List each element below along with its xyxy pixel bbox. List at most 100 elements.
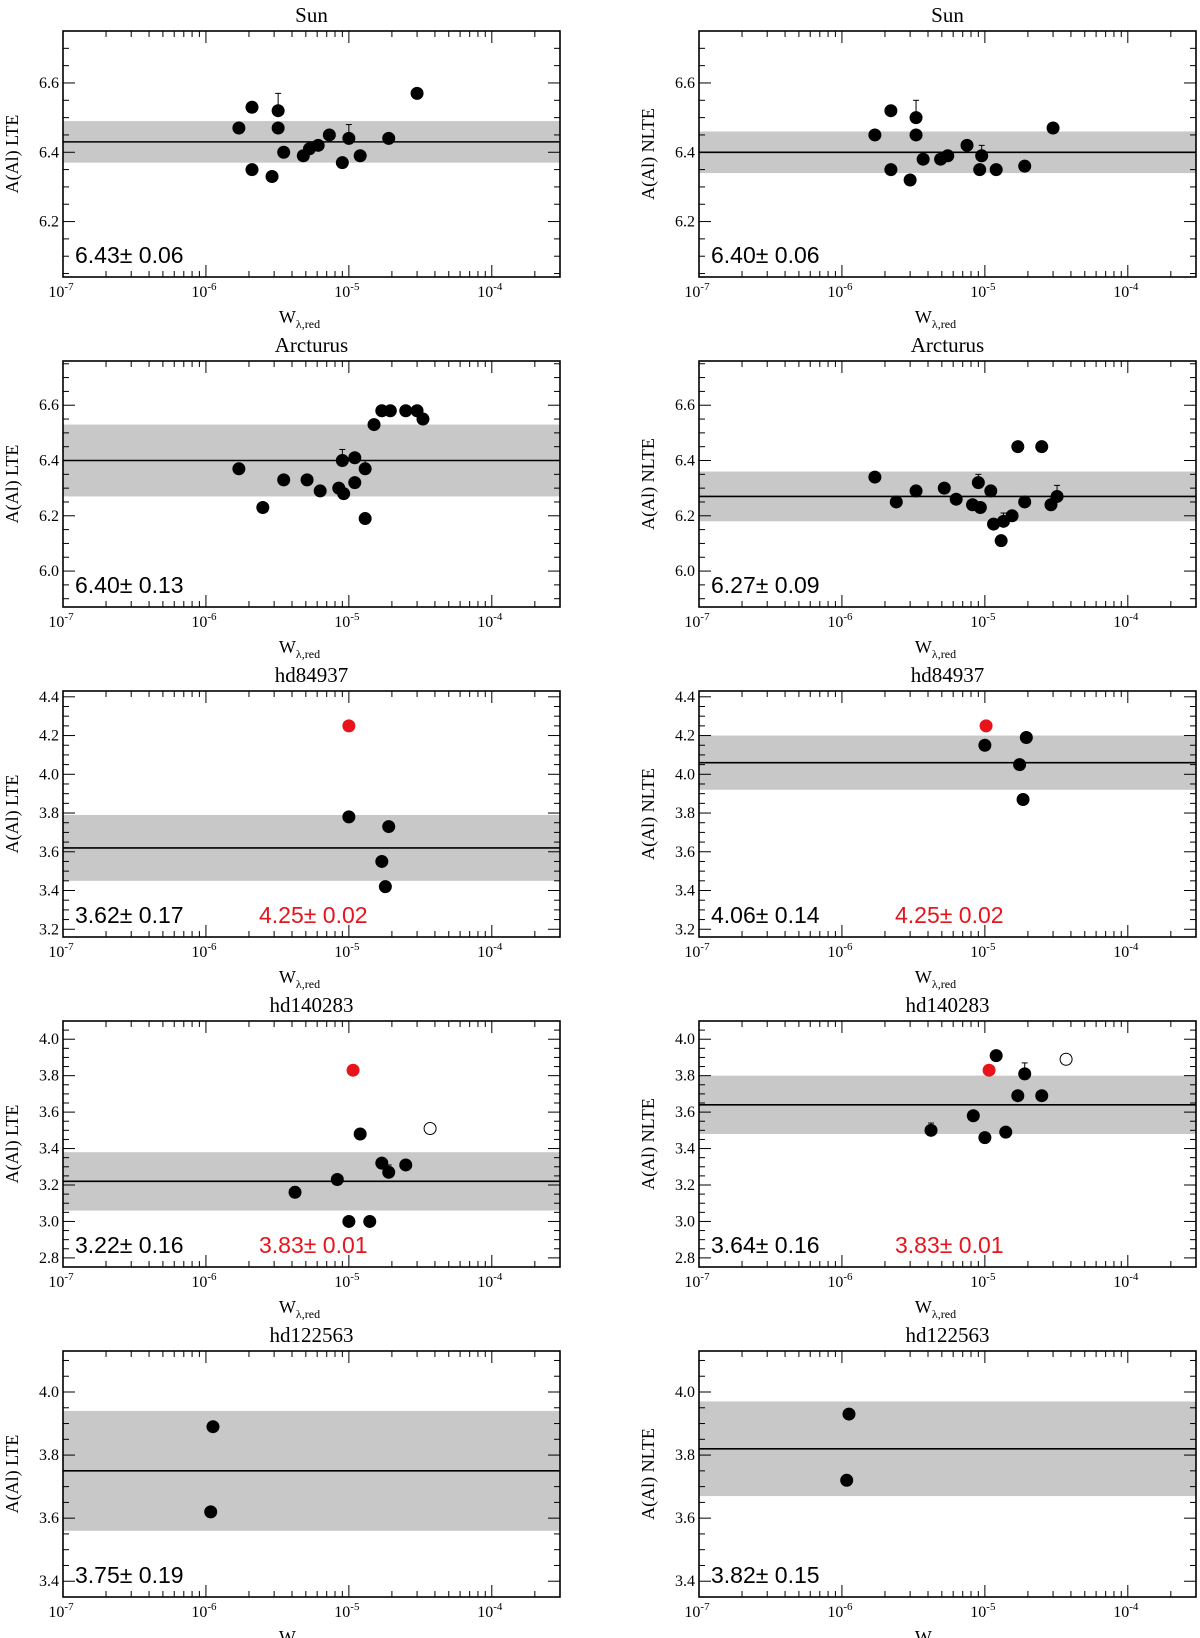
x-axis-label-main: W bbox=[279, 307, 296, 327]
x-tick-base: 10 bbox=[477, 944, 493, 961]
x-axis-label: Wλ,red bbox=[915, 637, 956, 661]
x-tick-label: 10-4 bbox=[1113, 611, 1139, 631]
y-tick-label: 6.4 bbox=[39, 453, 59, 470]
y-tick-label: 4.4 bbox=[39, 689, 59, 706]
data-point bbox=[1050, 489, 1064, 503]
data-point bbox=[1046, 121, 1060, 135]
x-tick-exponent: -4 bbox=[1129, 1601, 1139, 1613]
y-tick-label: 6.4 bbox=[675, 144, 695, 161]
x-tick-exponent: -4 bbox=[1129, 941, 1139, 953]
data-point bbox=[978, 1131, 992, 1145]
x-tick-base: 10 bbox=[684, 1274, 700, 1291]
data-point-highlight bbox=[346, 1063, 360, 1077]
x-tick-exponent: -6 bbox=[843, 941, 853, 953]
plot-area bbox=[63, 1410, 560, 1531]
chart-title: hd140283 bbox=[270, 993, 354, 1017]
x-tick-label: 10-6 bbox=[827, 1271, 853, 1291]
x-tick-exponent: -5 bbox=[986, 281, 996, 293]
y-axis-label: A(Al) LTE bbox=[2, 1105, 23, 1184]
data-point bbox=[375, 854, 389, 868]
data-point bbox=[989, 1049, 1003, 1063]
mean-value-label: 3.64± 0.16 bbox=[711, 1232, 820, 1258]
mean-value-label: 3.75± 0.19 bbox=[75, 1562, 184, 1588]
x-axis-label-subscript: λ,red bbox=[296, 1307, 320, 1321]
y-tick-label: 6.6 bbox=[39, 75, 59, 92]
x-tick-base: 10 bbox=[48, 284, 64, 301]
data-point bbox=[1013, 758, 1027, 772]
data-point bbox=[382, 1165, 396, 1179]
data-point bbox=[353, 149, 367, 163]
x-tick-base: 10 bbox=[827, 614, 843, 631]
data-point bbox=[335, 454, 349, 468]
x-tick-exponent: -6 bbox=[207, 611, 217, 623]
data-point bbox=[206, 1420, 220, 1434]
data-point bbox=[342, 810, 356, 824]
x-tick-exponent: -5 bbox=[350, 1601, 360, 1613]
x-tick-base: 10 bbox=[970, 614, 986, 631]
x-axis-label: Wλ,red bbox=[915, 1297, 956, 1321]
y-tick-label: 6.0 bbox=[39, 563, 59, 580]
data-point bbox=[909, 128, 923, 142]
y-tick-label: 3.4 bbox=[675, 1573, 695, 1590]
x-tick-exponent: -6 bbox=[207, 1271, 217, 1283]
data-point bbox=[903, 173, 917, 187]
data-point-highlight bbox=[979, 719, 993, 733]
x-tick-base: 10 bbox=[684, 284, 700, 301]
chart-panel-4: 10-7 10-6 10-5 10-46.06.26.46.6ArcturusA(Al… bbox=[638, 333, 1197, 661]
data-point bbox=[311, 138, 325, 152]
y-axis-label: A(Al) LTE bbox=[2, 775, 23, 854]
y-tick-label: 4.0 bbox=[675, 1031, 695, 1048]
mean-value-label: 4.06± 0.14 bbox=[711, 902, 820, 928]
x-tick-label: 10-5 bbox=[970, 1271, 996, 1291]
data-point bbox=[300, 473, 314, 487]
data-point bbox=[989, 163, 1003, 177]
x-tick-exponent: -6 bbox=[843, 281, 853, 293]
data-point bbox=[337, 487, 351, 501]
x-tick-label: 10-7 bbox=[48, 281, 74, 301]
x-tick-exponent: -4 bbox=[1129, 1271, 1139, 1283]
data-point bbox=[382, 820, 396, 834]
data-point bbox=[1016, 792, 1030, 806]
chart-title: hd140283 bbox=[906, 993, 990, 1017]
y-tick-label: 3.6 bbox=[675, 844, 695, 861]
x-tick-base: 10 bbox=[191, 1274, 207, 1291]
x-tick-exponent: -7 bbox=[700, 1271, 710, 1283]
data-point bbox=[1005, 509, 1019, 523]
data-point bbox=[367, 418, 381, 432]
plot-frame bbox=[698, 1350, 1197, 1598]
x-axis-label: Wλ,red bbox=[279, 967, 320, 991]
y-tick-label: 3.0 bbox=[39, 1213, 59, 1230]
y-tick-label: 3.2 bbox=[675, 921, 695, 938]
plot-frame bbox=[698, 360, 1197, 608]
plot-frame bbox=[698, 30, 1197, 278]
x-tick-base: 10 bbox=[827, 944, 843, 961]
data-point bbox=[378, 880, 392, 894]
data-point bbox=[924, 1123, 938, 1137]
x-tick-label: 10-5 bbox=[970, 281, 996, 301]
x-axis-label-subscript: λ,red bbox=[296, 977, 320, 991]
mean-value-label: 6.43± 0.06 bbox=[75, 242, 184, 268]
data-point bbox=[335, 156, 349, 170]
x-tick-label: 10-4 bbox=[477, 1601, 503, 1621]
x-tick-label: 10-5 bbox=[334, 611, 360, 631]
x-tick-exponent: -6 bbox=[207, 941, 217, 953]
y-tick-label: 4.0 bbox=[39, 1384, 59, 1401]
mean-value-label: 3.62± 0.17 bbox=[75, 902, 184, 928]
x-tick-base: 10 bbox=[1113, 284, 1129, 301]
x-tick-base: 10 bbox=[970, 284, 986, 301]
y-tick-label: 4.0 bbox=[675, 1384, 695, 1401]
x-tick-base: 10 bbox=[48, 944, 64, 961]
data-point bbox=[358, 462, 372, 476]
x-tick-exponent: -7 bbox=[700, 611, 710, 623]
x-axis-label-main: W bbox=[915, 1297, 932, 1317]
x-tick-label: 10-6 bbox=[191, 281, 217, 301]
x-tick-exponent: -6 bbox=[843, 1271, 853, 1283]
data-point bbox=[399, 404, 413, 418]
data-point-open bbox=[423, 1122, 437, 1136]
chart-panel-3: 10-7 10-6 10-5 10-46.06.26.46.6ArcturusA(Al… bbox=[2, 333, 561, 661]
plot-area bbox=[63, 719, 560, 894]
chart-panel-10: 10-7 10-6 10-5 10-43.43.63.84.0hd122563A(Al… bbox=[638, 1323, 1197, 1638]
x-tick-label: 10-7 bbox=[684, 1271, 710, 1291]
x-tick-exponent: -5 bbox=[986, 611, 996, 623]
data-point bbox=[358, 512, 372, 526]
